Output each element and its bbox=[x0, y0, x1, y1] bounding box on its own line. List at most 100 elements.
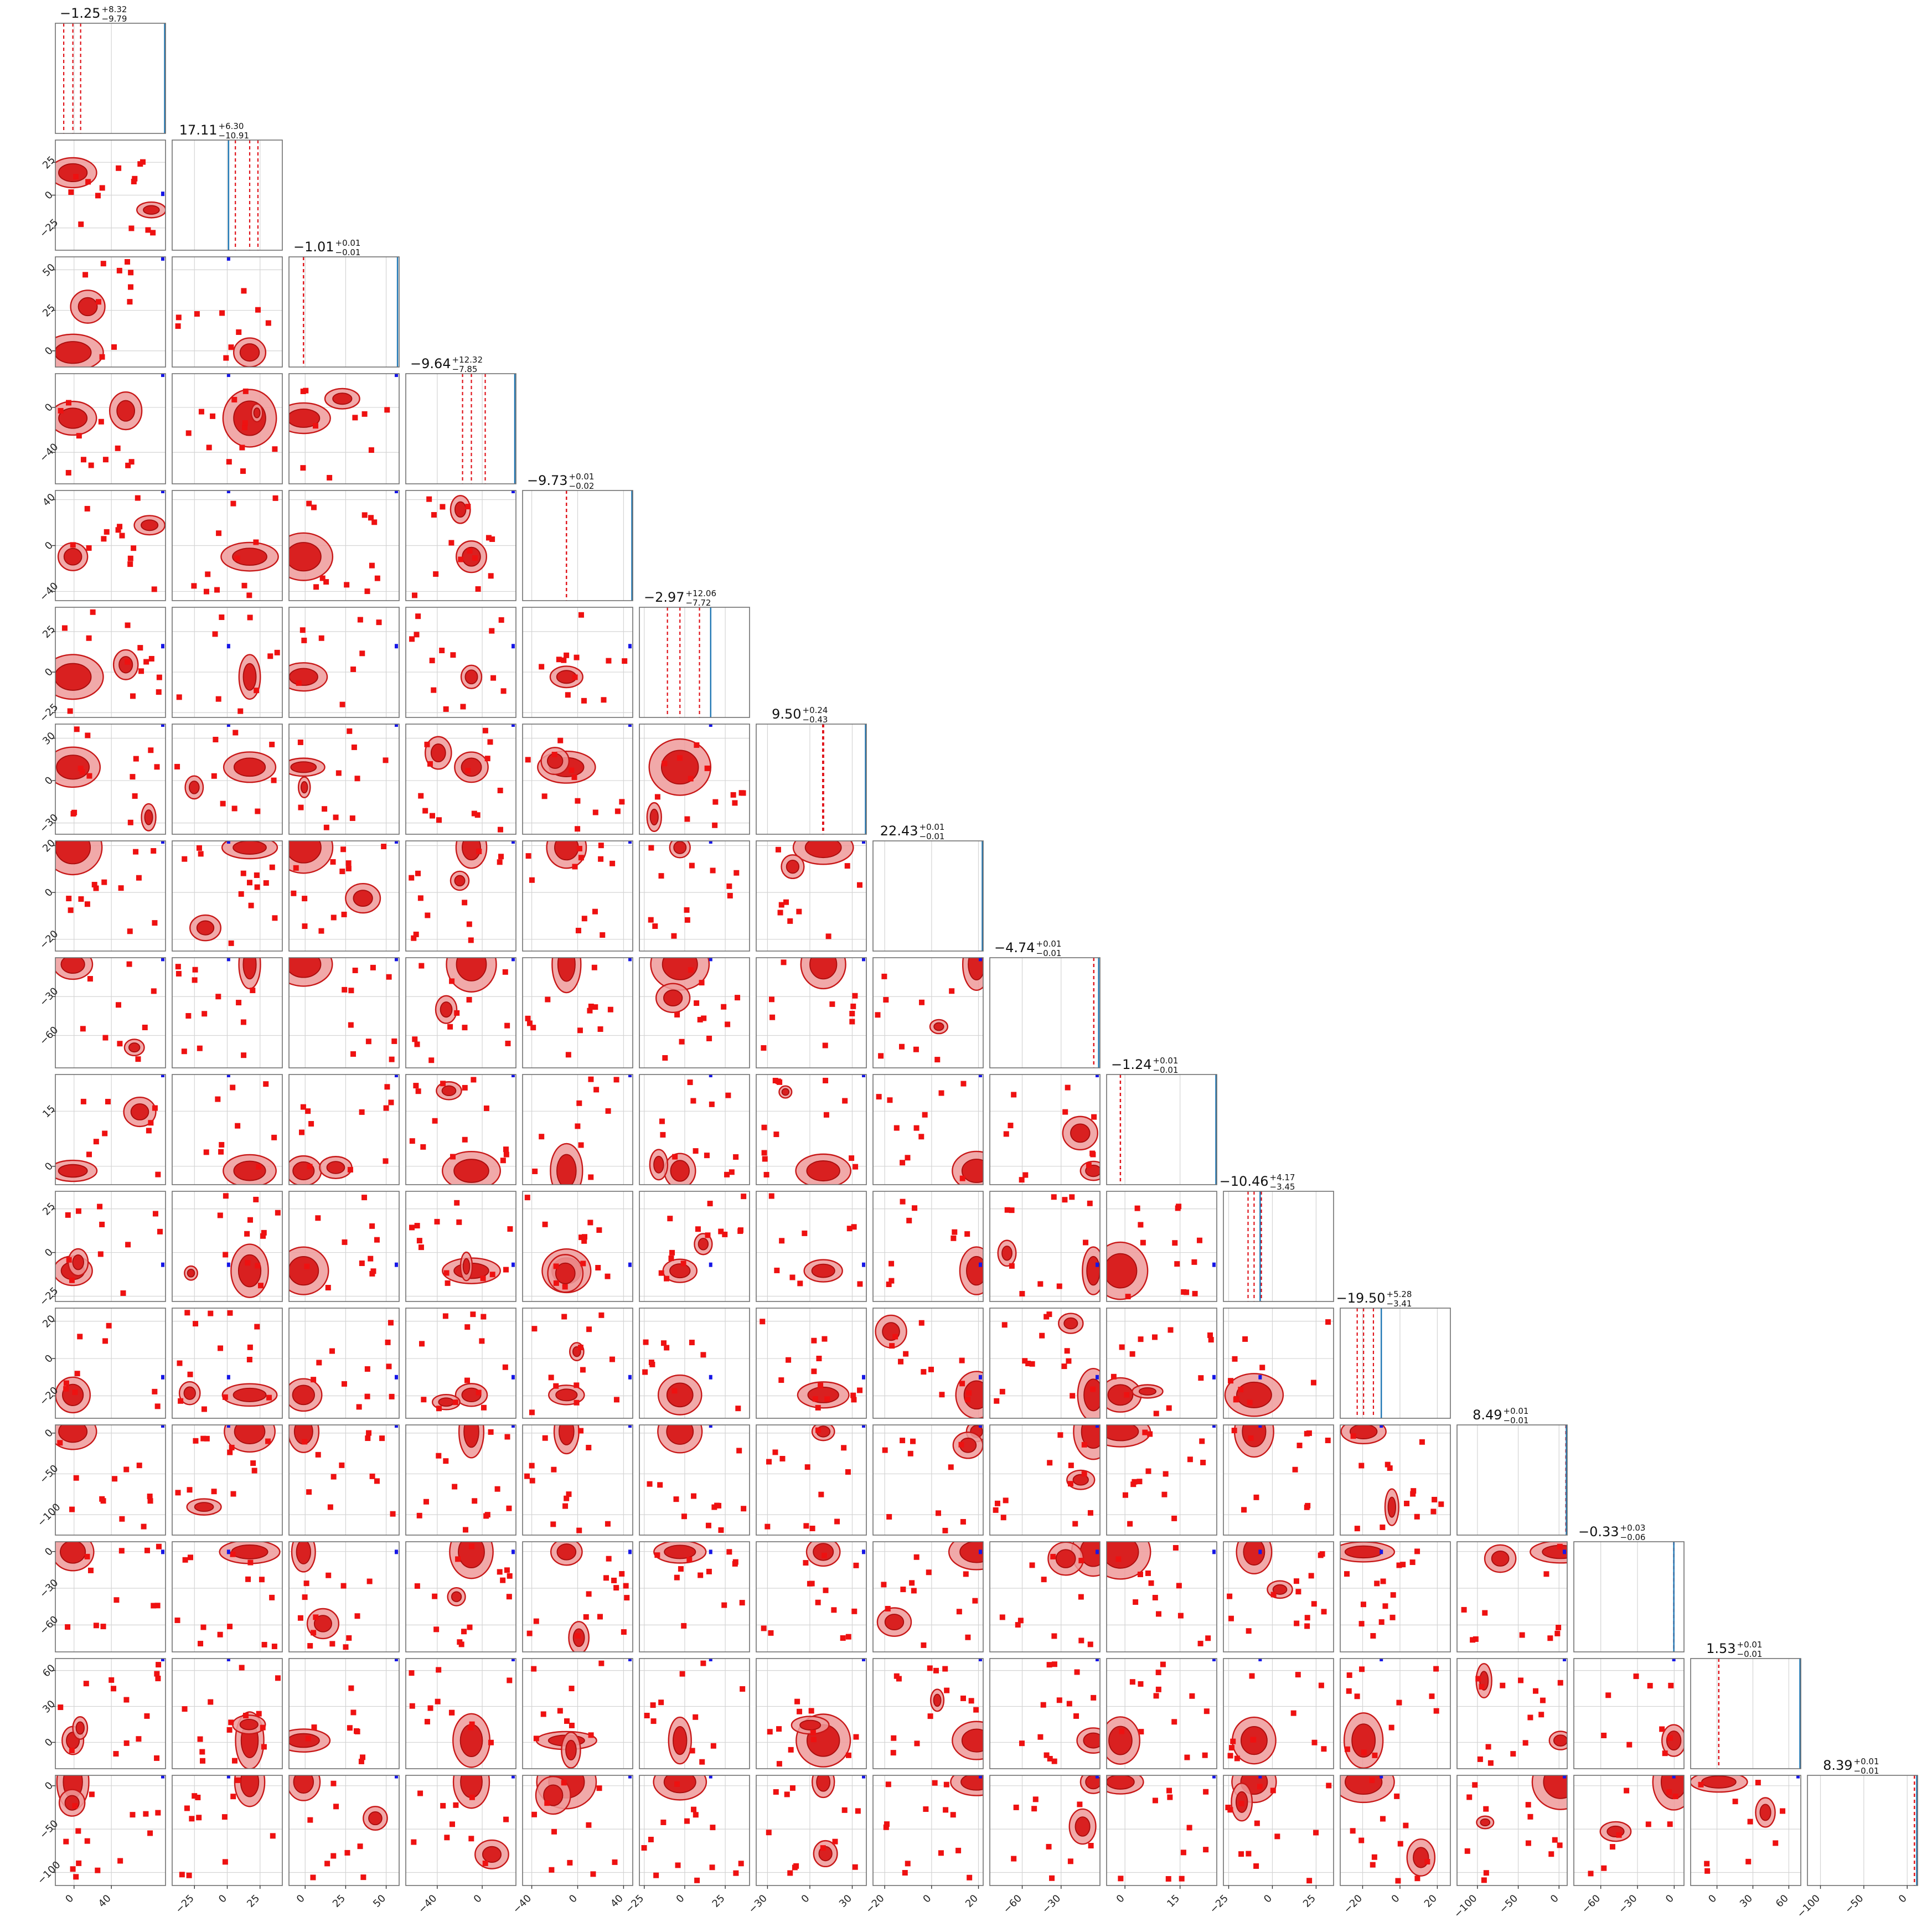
sample-point bbox=[356, 1404, 362, 1410]
sample-point bbox=[347, 1725, 353, 1731]
sample-point bbox=[698, 1572, 704, 1578]
contour-inner bbox=[1083, 1378, 1100, 1412]
x-tick-label: 25 bbox=[245, 1893, 262, 1910]
sample-point bbox=[349, 815, 355, 822]
sample-point bbox=[450, 1154, 456, 1160]
sample-point bbox=[174, 763, 180, 769]
panel-frame bbox=[1573, 1658, 1685, 1769]
sample-point bbox=[606, 1556, 612, 1562]
panel-13-4 bbox=[522, 1541, 633, 1652]
sample-point bbox=[592, 908, 598, 915]
x-tick-label: 0 bbox=[1389, 1893, 1402, 1905]
x-tick-label: −50 bbox=[1843, 1893, 1866, 1916]
truth-point bbox=[979, 1775, 982, 1779]
sample-point bbox=[250, 988, 256, 994]
sample-point bbox=[1290, 1710, 1296, 1716]
sample-point bbox=[845, 1469, 851, 1475]
sample-point bbox=[68, 907, 74, 913]
truth-point bbox=[395, 1075, 398, 1077]
sample-point bbox=[235, 1777, 241, 1783]
sample-point bbox=[413, 1083, 419, 1089]
sample-point bbox=[735, 1406, 741, 1412]
panel-frame bbox=[872, 840, 984, 952]
panel-7-6 bbox=[756, 840, 867, 952]
sample-point bbox=[691, 1493, 697, 1499]
sample-point bbox=[1548, 1851, 1554, 1857]
sample-point bbox=[932, 1780, 938, 1786]
sample-point bbox=[664, 1275, 670, 1282]
sample-point bbox=[710, 1743, 716, 1749]
truth-point bbox=[512, 724, 515, 727]
sample-point bbox=[364, 1366, 370, 1372]
contour-inner bbox=[143, 205, 160, 215]
sample-point bbox=[1414, 1876, 1420, 1882]
sample-point bbox=[857, 1387, 863, 1393]
truth-point bbox=[512, 1075, 515, 1077]
sample-point bbox=[1205, 1635, 1211, 1641]
sample-point bbox=[1062, 1109, 1068, 1115]
sample-point bbox=[905, 1861, 911, 1867]
sample-point bbox=[999, 1614, 1005, 1620]
sample-point bbox=[965, 1634, 971, 1640]
sample-point bbox=[1325, 1319, 1331, 1325]
sample-point bbox=[913, 1554, 919, 1560]
sample-point bbox=[598, 1660, 605, 1666]
sample-point bbox=[260, 1233, 266, 1239]
sample-point bbox=[578, 1142, 584, 1148]
panel-8-8: −4.74 +0.01−0.01 bbox=[989, 939, 1101, 1068]
sample-point bbox=[679, 1039, 685, 1045]
contour-inner bbox=[116, 400, 136, 422]
sample-point bbox=[254, 688, 260, 694]
sample-point bbox=[197, 1045, 203, 1051]
sample-point bbox=[783, 899, 789, 905]
sample-point bbox=[266, 1394, 272, 1401]
contour-inner bbox=[1085, 1775, 1100, 1790]
panel-frame bbox=[55, 1424, 166, 1536]
truth-point bbox=[226, 1775, 230, 1779]
panel-frame bbox=[55, 1658, 166, 1769]
sample-point bbox=[439, 647, 445, 653]
sample-point bbox=[1203, 1708, 1210, 1714]
contour-inner bbox=[63, 547, 82, 566]
sample-point bbox=[574, 1382, 580, 1388]
panel-5-5: −2.97 +12.06−7.72 bbox=[639, 588, 750, 718]
panel-2-2: −1.01 +0.01−0.01 bbox=[288, 238, 400, 368]
sample-point bbox=[424, 1719, 430, 1725]
sample-point bbox=[583, 1614, 589, 1620]
contour-inner bbox=[1138, 1387, 1157, 1396]
sample-point bbox=[100, 261, 106, 267]
sample-point bbox=[354, 1728, 360, 1734]
sample-point bbox=[1556, 1624, 1562, 1630]
sample-point bbox=[588, 1076, 594, 1082]
sample-point bbox=[415, 613, 421, 619]
sample-point bbox=[443, 1270, 450, 1276]
sample-point bbox=[263, 1081, 269, 1087]
title-minus: −7.72 bbox=[686, 598, 711, 608]
sample-point bbox=[890, 1750, 896, 1756]
panel-15-11: −20 0 20 bbox=[1340, 1775, 1451, 1915]
sample-point bbox=[893, 1673, 900, 1679]
title-plus: +0.01 bbox=[1036, 939, 1062, 949]
contour-inner bbox=[1759, 1804, 1771, 1821]
sample-point bbox=[781, 959, 787, 965]
sample-point bbox=[203, 1149, 209, 1155]
sample-point bbox=[354, 776, 360, 782]
sample-point bbox=[1153, 1693, 1159, 1699]
sample-point bbox=[684, 816, 690, 822]
sample-point bbox=[700, 1352, 706, 1358]
sample-point bbox=[575, 1633, 581, 1639]
truth-point bbox=[161, 1262, 164, 1267]
sample-point bbox=[1296, 1443, 1303, 1449]
panel-frame bbox=[288, 607, 400, 718]
sample-point bbox=[84, 901, 90, 907]
panel-frame bbox=[1340, 1658, 1451, 1769]
sample-point bbox=[128, 225, 135, 231]
sample-point bbox=[78, 766, 84, 772]
sample-point bbox=[1004, 1207, 1010, 1213]
sample-point bbox=[943, 1807, 949, 1813]
sample-point bbox=[313, 1614, 319, 1620]
panel-13-12 bbox=[1456, 1541, 1568, 1652]
contour-inner bbox=[289, 542, 322, 572]
sample-point bbox=[1155, 1670, 1161, 1676]
sample-point bbox=[539, 1134, 545, 1140]
